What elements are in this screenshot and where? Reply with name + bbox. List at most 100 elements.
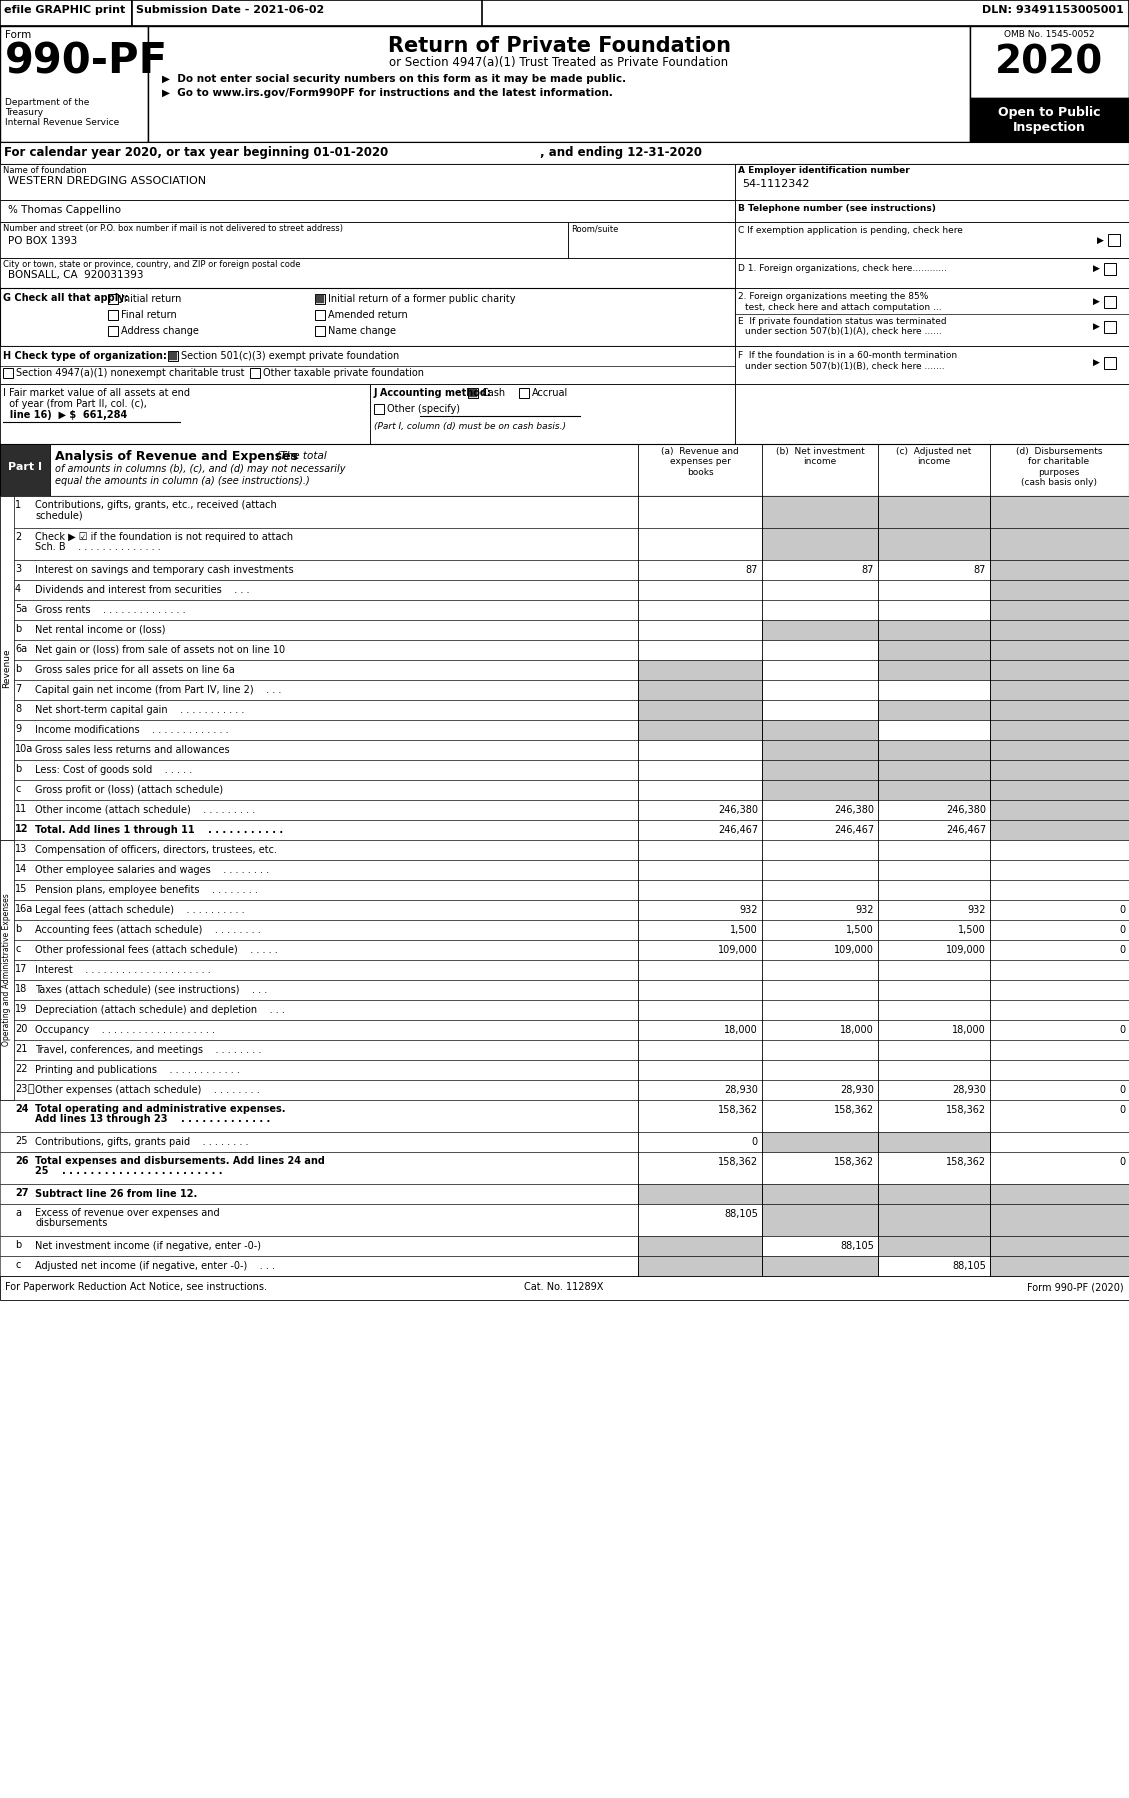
Text: Address change: Address change: [121, 325, 199, 336]
Bar: [762, 1205, 878, 1235]
Text: 158,362: 158,362: [718, 1156, 758, 1167]
Text: 28,930: 28,930: [724, 1084, 758, 1095]
Bar: [990, 1235, 1129, 1257]
Text: b: b: [15, 924, 21, 933]
Bar: [0, 1235, 1129, 1257]
Bar: [0, 0, 132, 25]
Text: 24: 24: [15, 1104, 28, 1115]
Bar: [0, 559, 1129, 581]
Text: ▶: ▶: [1093, 297, 1100, 306]
Bar: [315, 325, 325, 336]
Text: Less: Cost of goods sold    . . . . .: Less: Cost of goods sold . . . . .: [35, 764, 192, 775]
Bar: [0, 680, 1129, 699]
Text: c: c: [15, 1260, 20, 1269]
Bar: [735, 164, 1129, 200]
Bar: [990, 581, 1129, 601]
Text: 4: 4: [15, 584, 21, 593]
Text: Form 990-PF (2020): Form 990-PF (2020): [1027, 1282, 1124, 1293]
Text: C If exemption application is pending, check here: C If exemption application is pending, c…: [738, 227, 963, 236]
Bar: [169, 352, 177, 360]
Text: Name change: Name change: [329, 325, 396, 336]
Bar: [0, 581, 1129, 601]
Bar: [990, 1185, 1129, 1205]
Text: Add lines 13 through 23    . . . . . . . . . . . . .: Add lines 13 through 23 . . . . . . . . …: [35, 1115, 270, 1124]
Text: 87: 87: [861, 565, 874, 575]
Text: 7: 7: [15, 683, 21, 694]
Bar: [0, 660, 1129, 680]
Text: A Employer identification number: A Employer identification number: [738, 165, 910, 174]
Bar: [0, 820, 1129, 840]
Text: E  If private foundation status was terminated: E If private foundation status was termi…: [738, 316, 946, 325]
Text: Interest on savings and temporary cash investments: Interest on savings and temporary cash i…: [35, 565, 294, 575]
Bar: [990, 800, 1129, 820]
Text: (c)  Adjusted net
income: (c) Adjusted net income: [896, 448, 972, 466]
Bar: [0, 601, 1129, 620]
Bar: [878, 1235, 990, 1257]
Bar: [108, 309, 119, 320]
Text: (a)  Revenue and
expenses per
books: (a) Revenue and expenses per books: [662, 448, 738, 476]
Text: 246,380: 246,380: [834, 806, 874, 814]
Bar: [990, 529, 1129, 559]
Text: Inspection: Inspection: [1013, 120, 1085, 135]
Text: Other expenses (attach schedule)    . . . . . . . .: Other expenses (attach schedule) . . . .…: [35, 1084, 260, 1095]
Bar: [638, 1185, 762, 1205]
Text: Occupancy    . . . . . . . . . . . . . . . . . . .: Occupancy . . . . . . . . . . . . . . . …: [35, 1025, 215, 1036]
Text: , and ending 12-31-2020: , and ending 12-31-2020: [540, 146, 702, 158]
Text: under section 507(b)(1)(B), check here .......: under section 507(b)(1)(B), check here .…: [745, 361, 945, 370]
Bar: [990, 741, 1129, 761]
Bar: [0, 800, 1129, 820]
Bar: [762, 780, 878, 800]
Bar: [878, 1185, 990, 1205]
Bar: [990, 699, 1129, 719]
Text: 0: 0: [1119, 1084, 1124, 1095]
Bar: [762, 741, 878, 761]
Text: Other employee salaries and wages    . . . . . . . .: Other employee salaries and wages . . . …: [35, 865, 269, 876]
Text: Travel, conferences, and meetings    . . . . . . . .: Travel, conferences, and meetings . . . …: [35, 1045, 262, 1055]
Text: For calendar year 2020, or tax year beginning 01-01-2020: For calendar year 2020, or tax year begi…: [5, 146, 388, 158]
Text: 0: 0: [1119, 946, 1124, 955]
Bar: [990, 1257, 1129, 1277]
Text: 990-PF: 990-PF: [5, 41, 168, 83]
Text: Treasury: Treasury: [5, 108, 43, 117]
Text: ▶: ▶: [1097, 236, 1104, 245]
Bar: [878, 640, 990, 660]
Bar: [568, 221, 735, 257]
Bar: [108, 295, 119, 304]
Text: 23: 23: [15, 1084, 27, 1093]
Text: (d)  Disbursements
for charitable
purposes
(cash basis only): (d) Disbursements for charitable purpose…: [1016, 448, 1102, 487]
Bar: [0, 741, 1129, 761]
Bar: [469, 388, 478, 397]
Text: 18,000: 18,000: [724, 1025, 758, 1036]
Text: Interest    . . . . . . . . . . . . . . . . . . . . .: Interest . . . . . . . . . . . . . . . .…: [35, 966, 211, 975]
Text: 8: 8: [15, 705, 21, 714]
Bar: [735, 200, 1129, 221]
Text: ▶  Do not enter social security numbers on this form as it may be made public.: ▶ Do not enter social security numbers o…: [161, 74, 627, 85]
Bar: [735, 345, 1129, 385]
Text: Total expenses and disbursements. Add lines 24 and: Total expenses and disbursements. Add li…: [35, 1156, 325, 1165]
Text: Excess of revenue over expenses and: Excess of revenue over expenses and: [35, 1208, 220, 1217]
Text: 246,467: 246,467: [834, 825, 874, 834]
Text: Dividends and interest from securities    . . .: Dividends and interest from securities .…: [35, 584, 250, 595]
Text: Cash: Cash: [481, 388, 505, 397]
Bar: [0, 699, 1129, 719]
Text: BONSALL, CA  920031393: BONSALL, CA 920031393: [8, 270, 143, 280]
Text: 12: 12: [15, 823, 28, 834]
Text: Section 501(c)(3) exempt private foundation: Section 501(c)(3) exempt private foundat…: [181, 351, 400, 361]
Bar: [0, 719, 1129, 741]
Text: Subtract line 26 from line 12.: Subtract line 26 from line 12.: [35, 1188, 198, 1199]
Text: I Fair market value of all assets at end: I Fair market value of all assets at end: [3, 388, 190, 397]
Text: B Telephone number (see instructions): B Telephone number (see instructions): [738, 203, 936, 212]
Bar: [0, 960, 1129, 980]
Bar: [970, 25, 1129, 99]
Text: 0: 0: [752, 1136, 758, 1147]
Text: 28,930: 28,930: [840, 1084, 874, 1095]
Bar: [638, 1235, 762, 1257]
Bar: [0, 1257, 1129, 1277]
Bar: [0, 496, 14, 840]
Text: 17: 17: [15, 964, 27, 975]
Bar: [990, 780, 1129, 800]
Bar: [0, 288, 735, 345]
Text: J Accounting method:: J Accounting method:: [374, 388, 492, 397]
Bar: [1104, 297, 1115, 307]
Text: 88,105: 88,105: [952, 1260, 986, 1271]
